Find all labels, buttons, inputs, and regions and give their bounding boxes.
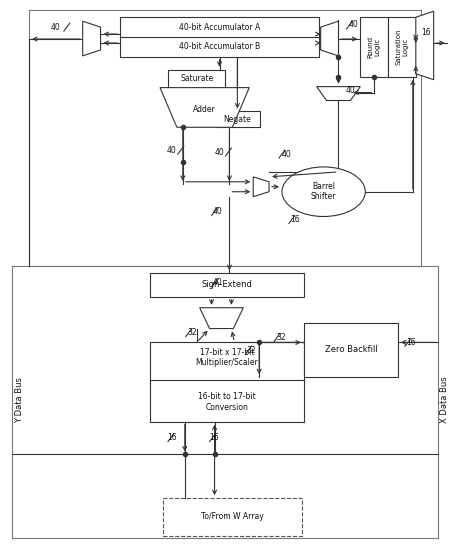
Bar — [150, 273, 304, 297]
Text: X Data Bus: X Data Bus — [440, 377, 449, 423]
Polygon shape — [83, 21, 100, 56]
Ellipse shape — [282, 167, 365, 217]
Text: Zero Backfill: Zero Backfill — [324, 345, 377, 354]
Polygon shape — [200, 307, 243, 328]
Text: 16: 16 — [209, 433, 218, 442]
Text: 40-bit Accumulator A: 40-bit Accumulator A — [179, 23, 260, 31]
Text: Saturation
Logic: Saturation Logic — [396, 29, 409, 65]
Text: 40: 40 — [167, 145, 177, 155]
Polygon shape — [160, 88, 249, 127]
Text: 40: 40 — [51, 23, 61, 31]
Text: 32: 32 — [276, 333, 286, 342]
Polygon shape — [321, 21, 338, 56]
Bar — [360, 17, 388, 77]
Text: 40: 40 — [346, 86, 355, 95]
Bar — [215, 111, 260, 127]
Text: 40: 40 — [213, 278, 222, 288]
Polygon shape — [416, 11, 434, 80]
Text: Round
Logic: Round Logic — [368, 36, 381, 58]
Bar — [168, 70, 225, 88]
Text: 16: 16 — [167, 433, 177, 442]
Text: Adder: Adder — [193, 105, 216, 114]
Bar — [388, 17, 416, 77]
Text: 32: 32 — [247, 346, 256, 355]
Text: 17-bit x 17-bit
Multiplier/Scaler: 17-bit x 17-bit Multiplier/Scaler — [196, 348, 258, 367]
Text: 40: 40 — [215, 148, 225, 156]
Bar — [120, 17, 319, 57]
Text: Y Data Bus: Y Data Bus — [15, 377, 24, 423]
Text: 40: 40 — [282, 149, 292, 159]
Text: 16: 16 — [406, 338, 416, 347]
Text: Saturate: Saturate — [180, 74, 213, 83]
Text: Barrel
Shifter: Barrel Shifter — [311, 182, 336, 202]
Text: 16: 16 — [421, 28, 431, 36]
Text: 32: 32 — [187, 328, 197, 337]
Polygon shape — [317, 87, 360, 100]
Text: Sign-Extend: Sign-Extend — [202, 280, 252, 289]
Text: 40-bit Accumulator B: 40-bit Accumulator B — [179, 42, 260, 51]
Text: 40: 40 — [213, 207, 222, 216]
Bar — [163, 498, 302, 536]
Bar — [304, 322, 398, 377]
Text: Negate: Negate — [224, 115, 251, 124]
Polygon shape — [253, 177, 269, 197]
Bar — [150, 342, 304, 422]
Text: 16-bit to 17-bit
Conversion: 16-bit to 17-bit Conversion — [198, 392, 256, 412]
Text: 40: 40 — [348, 20, 358, 29]
Text: 16: 16 — [290, 215, 300, 224]
Text: To/From W Array: To/From W Array — [201, 512, 264, 521]
